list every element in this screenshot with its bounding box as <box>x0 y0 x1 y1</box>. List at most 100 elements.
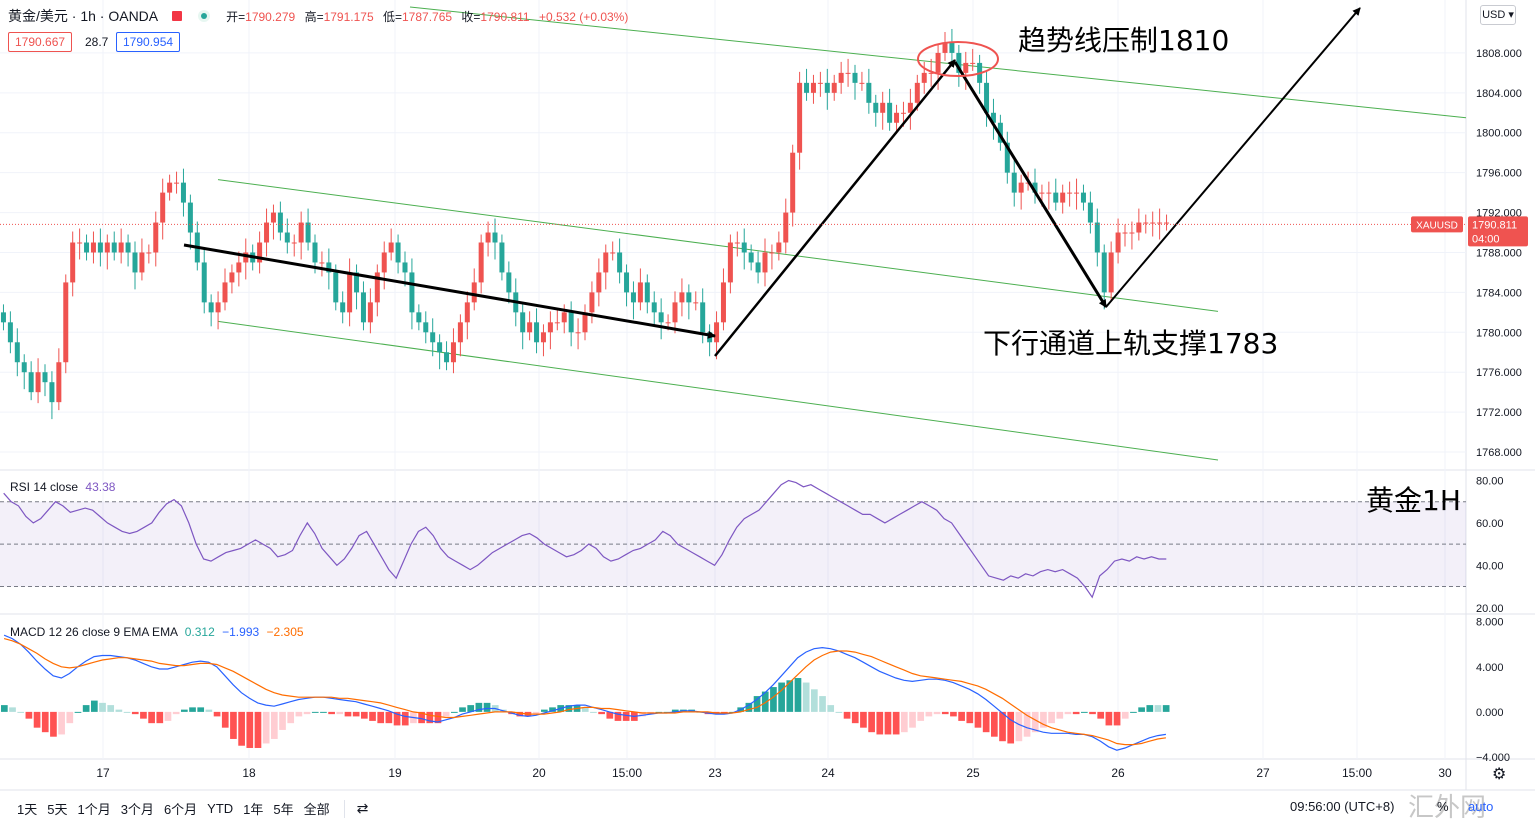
candle-body <box>894 112 900 123</box>
flag-icon[interactable] <box>172 11 183 21</box>
range-5d[interactable]: 5天 <box>47 802 68 817</box>
candle-body <box>187 202 193 233</box>
macd-histogram-bar <box>1113 711 1121 726</box>
candle-body <box>312 242 318 263</box>
macd-histogram-bar <box>639 711 646 717</box>
candle-body <box>630 292 636 303</box>
rsi-tick-label: 80.00 <box>1476 475 1504 487</box>
macd-histogram-bar <box>164 711 172 721</box>
range-all[interactable]: 全部 <box>303 802 330 817</box>
candle-body <box>748 252 754 263</box>
percent-toggle[interactable]: % <box>1437 799 1449 814</box>
candle-body <box>374 272 380 303</box>
range-1m[interactable]: 1个月 <box>77 802 111 817</box>
candle-body <box>963 62 969 73</box>
rsi-legend[interactable]: RSI 14 close 43.38 <box>10 480 115 494</box>
candle-body <box>35 372 41 393</box>
candle-body <box>111 242 117 253</box>
price-tick-label: 1780.000 <box>1476 327 1522 339</box>
candle-body <box>284 232 290 243</box>
candle-body <box>1094 222 1100 253</box>
macd-histogram-bar <box>361 711 368 719</box>
gear-icon[interactable]: ⚙ <box>1492 766 1507 783</box>
range-1d[interactable]: 1天 <box>17 802 38 817</box>
range-6m[interactable]: 6个月 <box>163 802 198 817</box>
macd-histogram-bar <box>467 705 475 712</box>
range-5y[interactable]: 5年 <box>273 802 294 817</box>
candle-body <box>319 262 325 264</box>
macd-histogram-bar <box>271 711 278 739</box>
macd-label: MACD 12 26 close 9 EMA EMA <box>10 625 178 639</box>
price-tick-label: 1804.000 <box>1476 88 1522 100</box>
candle-body <box>1011 172 1017 193</box>
macd-histogram-bar <box>99 702 106 712</box>
axes: 1768.000 1772.000 1776.000 1780.000 1784.000… <box>96 48 1522 780</box>
candle-body <box>464 302 470 323</box>
candle-body <box>790 152 796 213</box>
candle-body <box>1143 222 1149 224</box>
candle-body <box>1074 192 1080 194</box>
macd-histogram-bar <box>246 711 254 748</box>
macd-histogram-bar <box>311 711 319 713</box>
time-tick-label: 19 <box>388 766 402 780</box>
macd-histogram-bar <box>1097 711 1105 719</box>
candle-body <box>527 322 533 333</box>
macd-histogram-bar <box>213 711 221 717</box>
macd-histogram-bar <box>966 711 974 724</box>
symbol-label[interactable]: 黄金/美元 · 1h · OANDA <box>8 8 159 24</box>
auto-scale-toggle[interactable]: auto <box>1468 799 1494 814</box>
candle-body <box>596 272 602 293</box>
candle-body <box>589 292 595 313</box>
candle-body <box>139 252 145 273</box>
macd-histogram-bar <box>287 711 295 724</box>
candle-body <box>63 282 69 363</box>
macd-legend[interactable]: MACD 12 26 close 9 EMA EMA 0.312 −1.993 … <box>10 625 304 639</box>
candle-body <box>644 282 650 303</box>
candle-body <box>444 352 450 363</box>
candle-body <box>423 322 429 333</box>
rsi-tick-label: 60.00 <box>1476 518 1504 530</box>
macd-histogram-bar <box>1130 711 1137 713</box>
macd-histogram-bar <box>549 707 556 712</box>
macd-histogram-bar <box>181 709 188 712</box>
candle-body <box>49 382 55 403</box>
macd-histogram-bar <box>761 691 769 712</box>
macd-histogram-bar <box>475 702 483 712</box>
candle-body <box>125 242 131 253</box>
buy-price-box[interactable]: 1790.954 <box>116 32 181 52</box>
drawn-arrows <box>183 7 1361 357</box>
sell-price-box[interactable]: 1790.667 <box>8 32 73 52</box>
macd-histogram-bar <box>1089 711 1096 715</box>
candle-body <box>554 322 560 324</box>
candle-body <box>914 82 920 103</box>
macd-histogram-bar <box>197 707 205 712</box>
macd-histogram-bar <box>230 711 237 739</box>
macd-pane <box>1 634 1170 751</box>
currency-selector[interactable]: USD ▾ <box>1480 5 1516 25</box>
candle-body <box>880 102 886 113</box>
candle-body <box>810 82 816 93</box>
range-3m[interactable]: 3个月 <box>120 802 154 817</box>
time-tick-label: 26 <box>1111 766 1125 780</box>
macd-tick-label: −4.000 <box>1476 752 1510 764</box>
macd-histogram-bar <box>401 711 409 726</box>
macd-histogram-bar <box>843 711 851 719</box>
clock[interactable]: 09:56:00 (UTC+8) <box>1290 799 1395 814</box>
candle-body <box>90 242 96 253</box>
rsi-tick-label: 20.00 <box>1476 603 1504 615</box>
macd-histogram-bar <box>794 678 802 712</box>
range-1y[interactable]: 1年 <box>243 802 264 817</box>
macd-histogram-bar <box>426 711 434 724</box>
macd-histogram-bar <box>320 711 327 713</box>
macd-histogram-bar <box>778 682 785 712</box>
candle-body <box>305 222 311 243</box>
price-tick-label: 1800.000 <box>1476 128 1522 140</box>
macd-histogram-bar <box>148 711 155 724</box>
macd-histogram-bar <box>933 711 941 715</box>
macd-histogram-bar <box>1040 711 1047 728</box>
range-ytd[interactable]: YTD <box>207 801 234 816</box>
goto-date-icon[interactable]: ⇄ <box>356 800 369 816</box>
macd-histogram-bar <box>876 711 884 735</box>
candle-body <box>1087 202 1093 223</box>
